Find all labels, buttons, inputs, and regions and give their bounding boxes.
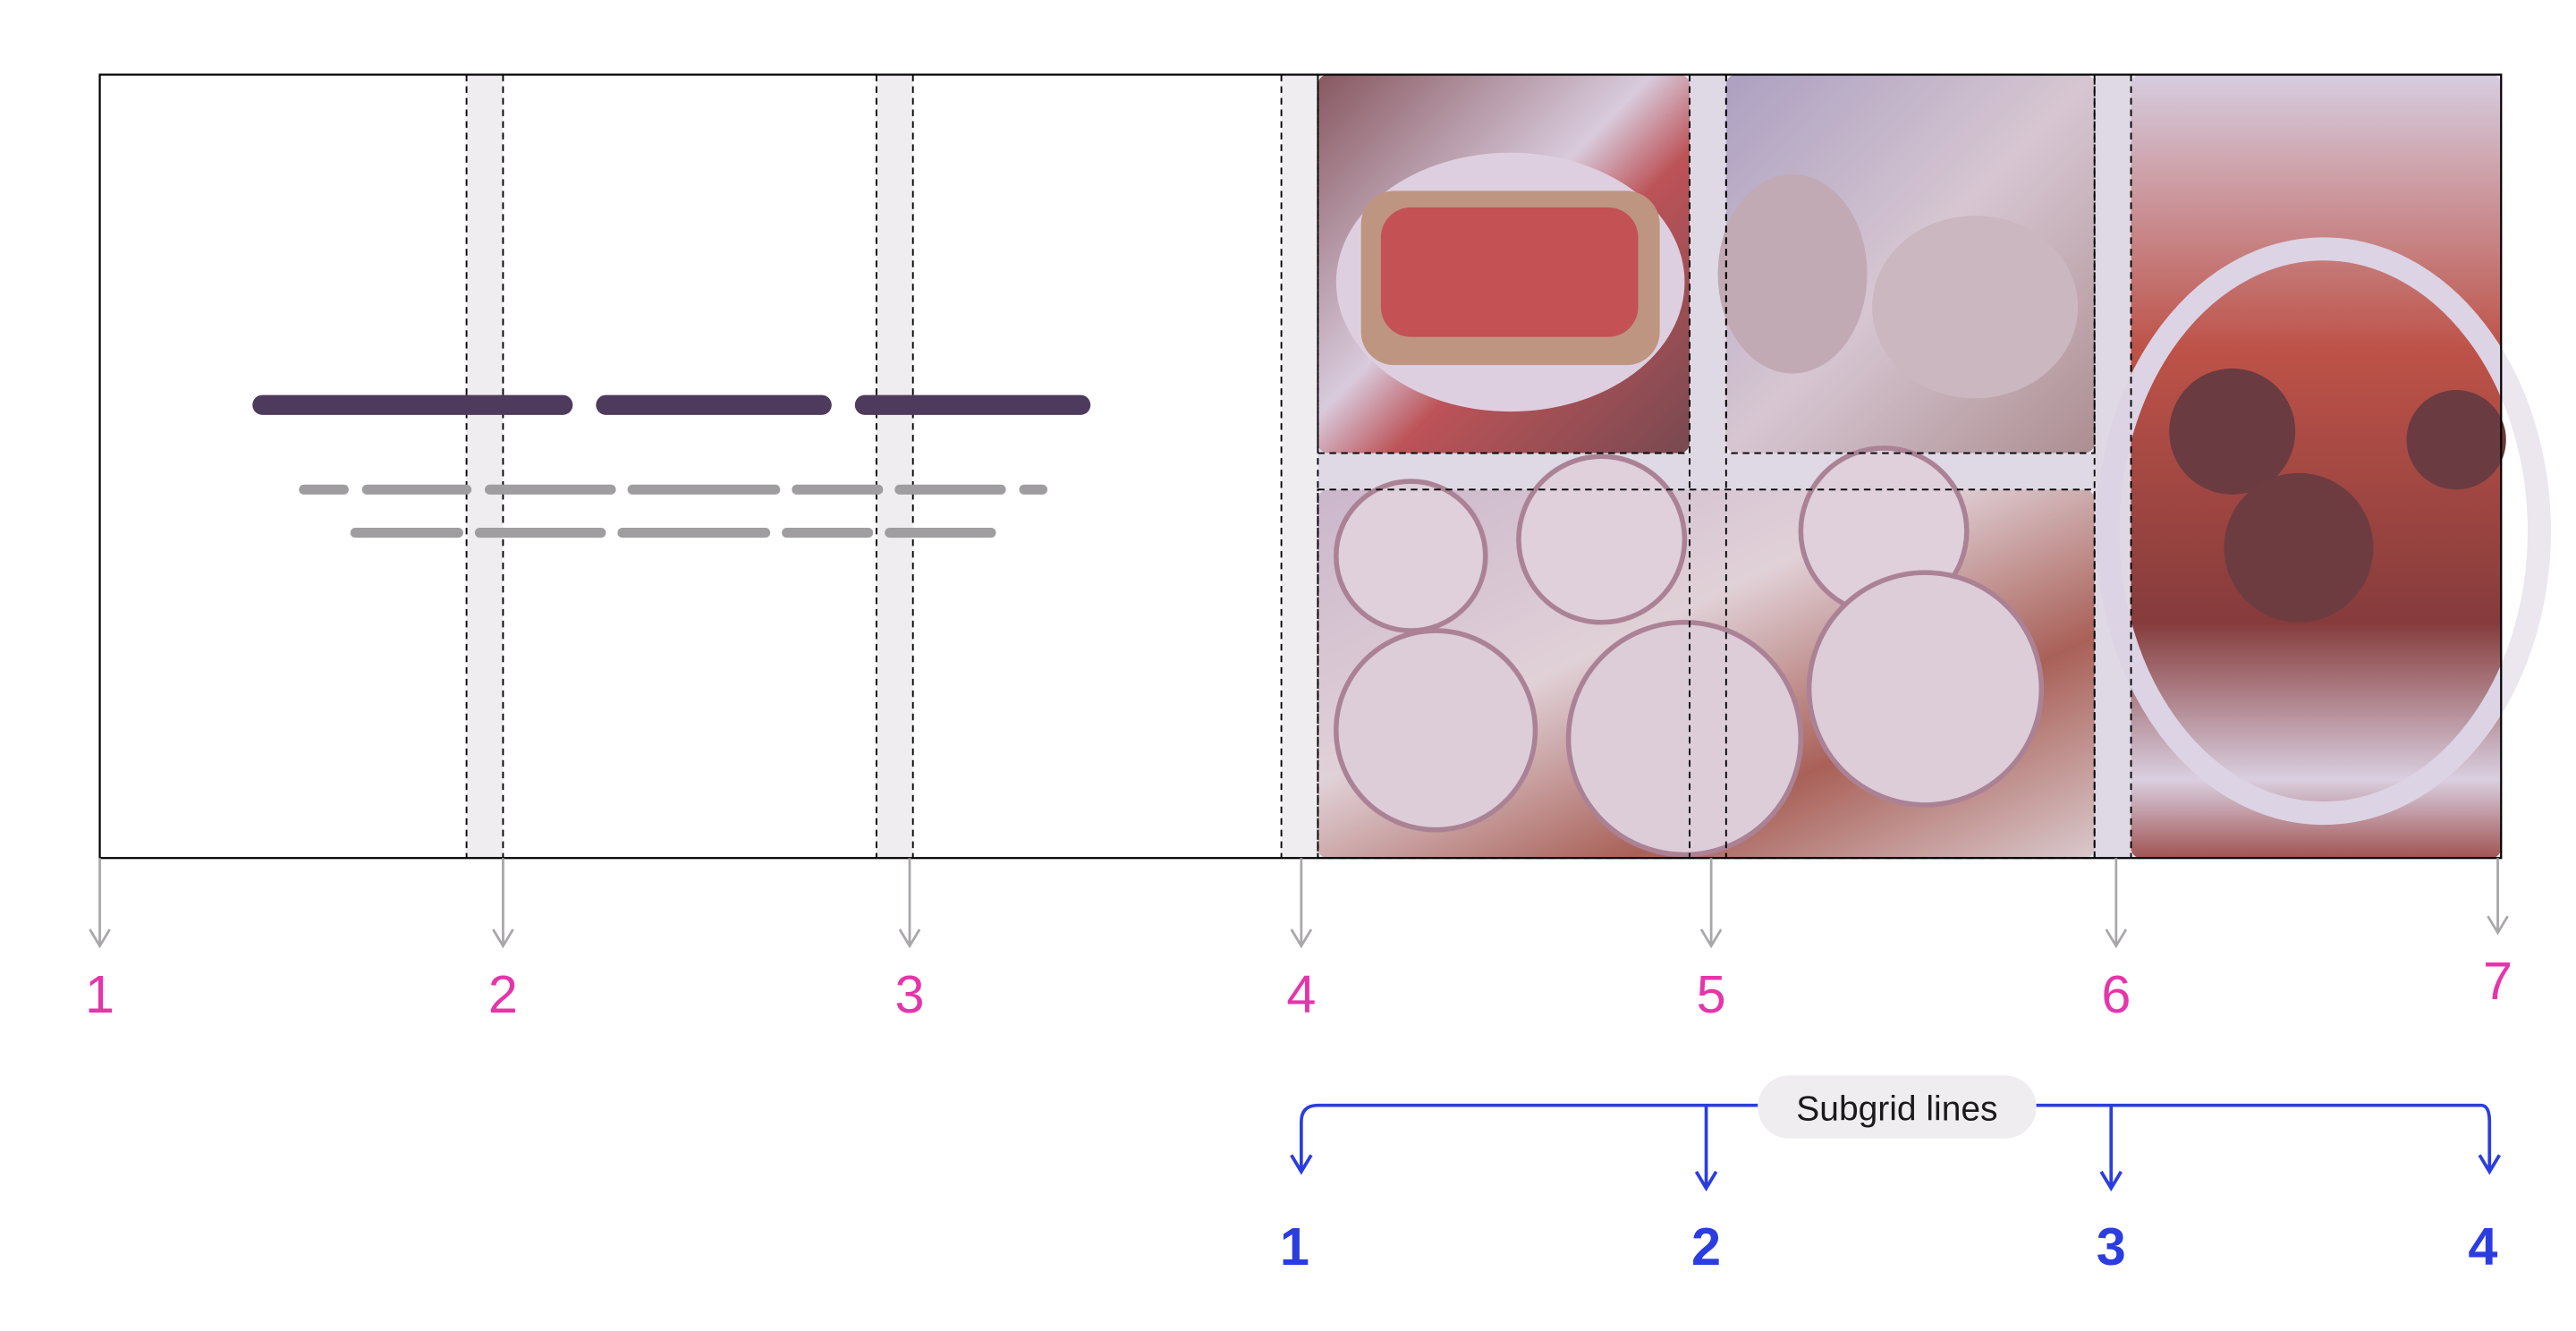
gap-lines (465, 74, 2132, 859)
arrow-down-icon (1290, 1154, 1313, 1175)
arrow-down-icon (2478, 1154, 2502, 1175)
arrow-down-icon (2099, 1105, 2123, 1192)
column-gap (1281, 74, 1318, 859)
subgrid-line-number: 1 (1280, 1217, 1309, 1276)
subgrid-label: Subgrid lines (1796, 1089, 1997, 1128)
bowl-rim (2096, 237, 2551, 826)
subgrid-line-number: 3 (2097, 1217, 2126, 1276)
bread (1872, 216, 2079, 399)
subgrid-label-pill (1758, 1075, 2037, 1139)
text-placeholder (252, 394, 1091, 538)
subgrid-line-number: 2 (1691, 1217, 1721, 1276)
bread (1717, 174, 1868, 374)
toast-topping (1380, 207, 1639, 337)
roll (1565, 619, 1804, 858)
roll (1516, 454, 1688, 625)
arrow-down-icon (492, 858, 514, 949)
meatball (2224, 472, 2374, 623)
grid-line-number: 6 (2101, 964, 2131, 1024)
arrow-down-icon (2487, 858, 2509, 936)
grid-line-number: 7 (2483, 951, 2512, 1011)
meatball (2169, 368, 2296, 495)
arrow-down-icon (1290, 858, 1313, 949)
grid-line-number: 3 (894, 964, 924, 1024)
grid-line-number: 5 (1697, 964, 1726, 1024)
roll (1806, 570, 2045, 808)
roll (1334, 479, 1488, 633)
row-gap (1318, 453, 2095, 490)
roll (1334, 628, 1538, 833)
column-gap (466, 74, 504, 859)
grid-line-number: 4 (1286, 964, 1316, 1024)
grid-line-numbers: 1 2 3 4 5 6 7 (85, 951, 2512, 1024)
arrow-down-icon (89, 858, 111, 949)
photo-grid (1318, 74, 2551, 859)
arrow-down-icon (898, 858, 921, 949)
grid-line-arrows (89, 858, 2509, 949)
arrow-down-icon (2105, 858, 2128, 949)
column-gap (876, 74, 913, 859)
grid-line-number: 2 (488, 964, 518, 1024)
grid-line-number: 1 (85, 964, 114, 1024)
arrow-down-icon (1694, 1105, 1718, 1192)
subgrid-line-number: 4 (2468, 1217, 2497, 1276)
body-bars (299, 484, 1047, 538)
image-tint (1318, 74, 2502, 859)
subgrid-line-numbers: 1 2 3 4 (1280, 1217, 2497, 1276)
arrow-down-icon (1699, 858, 1723, 949)
meatball (2406, 390, 2506, 490)
